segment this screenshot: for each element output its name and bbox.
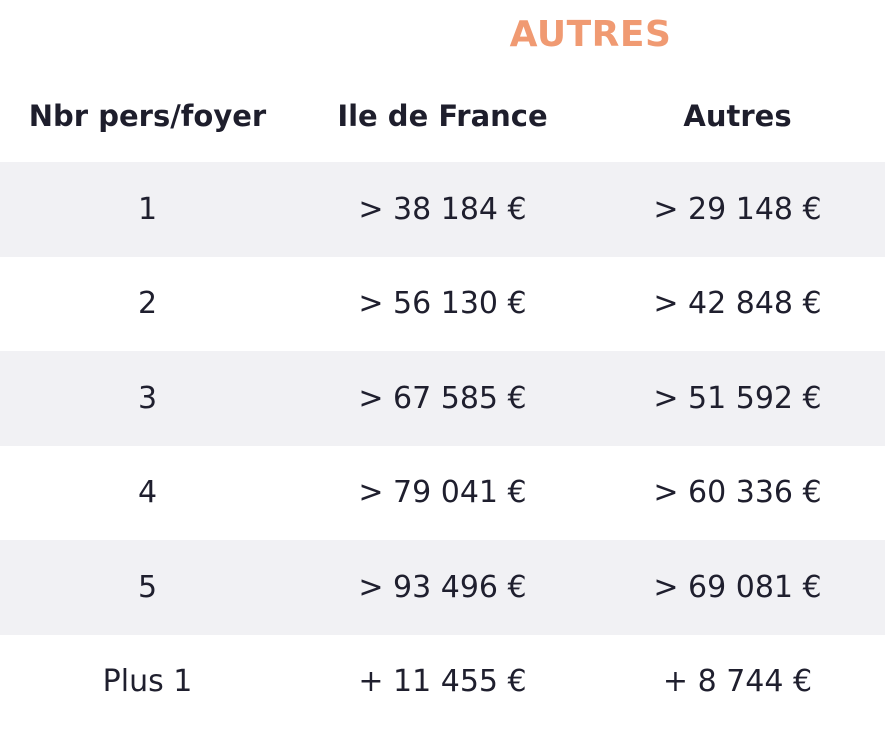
table-row: 2 > 56 130 € > 42 848 € (0, 257, 885, 352)
table-row: Plus 1 + 11 455 € + 8 744 € (0, 635, 885, 729)
ile-de-france-cell: > 93 496 € (358, 569, 527, 605)
autres-cell: + 8 744 € (662, 664, 813, 700)
ile-de-france-cell: + 11 455 € (358, 664, 527, 700)
income-table: Nbr pers/foyer Ile de France Autres 1 > … (0, 70, 885, 729)
table-header-row: Nbr pers/foyer Ile de France Autres (0, 70, 885, 162)
autres-cell: > 51 592 € (653, 380, 822, 416)
household-size-cell: Plus 1 (102, 664, 193, 700)
column-header-autres: Autres (683, 99, 792, 133)
household-size-cell: 1 (137, 191, 158, 227)
table-row: 1 > 38 184 € > 29 148 € (0, 162, 885, 257)
autres-cell: > 42 848 € (653, 286, 822, 322)
table-row: 3 > 67 585 € > 51 592 € (0, 351, 885, 446)
table-row: 4 > 79 041 € > 60 336 € (0, 446, 885, 541)
autres-cell: > 60 336 € (653, 475, 822, 511)
ile-de-france-cell: > 79 041 € (358, 475, 527, 511)
column-header-ile-de-france: Ile de France (337, 99, 548, 133)
ile-de-france-cell: > 67 585 € (358, 380, 527, 416)
table-row: 5 > 93 496 € > 69 081 € (0, 540, 885, 635)
autres-cell: > 29 148 € (653, 191, 822, 227)
household-size-cell: 3 (137, 380, 158, 416)
autres-cell: > 69 081 € (653, 569, 822, 605)
ile-de-france-cell: > 38 184 € (358, 191, 527, 227)
ile-de-france-cell: > 56 130 € (358, 286, 527, 322)
household-size-cell: 5 (137, 569, 158, 605)
table-title: AUTRES (509, 14, 672, 55)
column-header-household-size: Nbr pers/foyer (28, 99, 267, 133)
household-size-cell: 4 (137, 475, 158, 511)
household-size-cell: 2 (137, 286, 158, 322)
